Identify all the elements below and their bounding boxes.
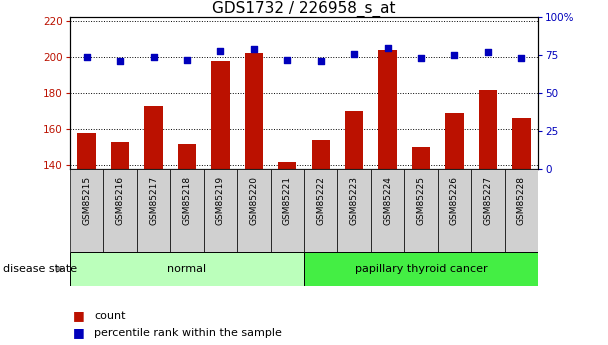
Bar <box>111 142 130 169</box>
Text: GSM85223: GSM85223 <box>350 176 359 225</box>
Bar <box>304 252 538 286</box>
Text: percentile rank within the sample: percentile rank within the sample <box>94 328 282 338</box>
Text: count: count <box>94 311 126 321</box>
Point <box>249 46 259 52</box>
Point <box>115 59 125 64</box>
Text: disease state: disease state <box>3 264 77 274</box>
Bar <box>137 169 170 252</box>
Bar <box>337 169 371 252</box>
Text: papillary thyroid cancer: papillary thyroid cancer <box>354 264 488 274</box>
Bar <box>244 53 263 169</box>
Bar <box>170 169 204 252</box>
Text: GSM85221: GSM85221 <box>283 176 292 225</box>
Bar <box>438 169 471 252</box>
Text: GSM85228: GSM85228 <box>517 176 526 225</box>
Bar <box>445 113 464 169</box>
Bar <box>371 169 404 252</box>
Bar <box>471 169 505 252</box>
Bar <box>77 133 96 169</box>
Text: GSM85224: GSM85224 <box>383 176 392 225</box>
Point <box>383 45 393 50</box>
Bar <box>505 169 538 252</box>
Bar <box>478 90 497 169</box>
Text: GSM85215: GSM85215 <box>82 176 91 225</box>
Point <box>449 52 460 58</box>
Point <box>215 48 225 53</box>
Bar <box>378 50 397 169</box>
Point <box>483 49 493 55</box>
Bar <box>271 169 304 252</box>
Bar <box>404 169 438 252</box>
Bar <box>103 169 137 252</box>
Text: GSM85219: GSM85219 <box>216 176 225 225</box>
Text: GSM85218: GSM85218 <box>182 176 192 225</box>
Text: GSM85222: GSM85222 <box>316 176 325 225</box>
Bar <box>178 144 196 169</box>
Bar <box>70 169 103 252</box>
Bar <box>237 169 271 252</box>
Text: GSM85225: GSM85225 <box>416 176 426 225</box>
Bar <box>311 140 330 169</box>
Title: GDS1732 / 226958_s_at: GDS1732 / 226958_s_at <box>212 1 396 17</box>
Bar <box>211 61 230 169</box>
Text: GSM85216: GSM85216 <box>116 176 125 225</box>
Bar <box>412 147 430 169</box>
Bar <box>144 106 163 169</box>
Point <box>81 54 91 59</box>
Bar <box>70 252 304 286</box>
Point <box>416 56 426 61</box>
Point <box>282 57 292 62</box>
Point <box>349 51 359 57</box>
Text: ■: ■ <box>73 309 85 322</box>
Point <box>517 56 527 61</box>
Text: GSM85217: GSM85217 <box>149 176 158 225</box>
Text: GSM85227: GSM85227 <box>483 176 492 225</box>
Text: GSM85220: GSM85220 <box>249 176 258 225</box>
Point <box>148 54 158 59</box>
Text: normal: normal <box>167 264 207 274</box>
Bar <box>345 111 364 169</box>
Bar <box>204 169 237 252</box>
Text: ■: ■ <box>73 326 85 339</box>
Point <box>182 57 192 62</box>
Bar <box>512 118 531 169</box>
Text: GSM85226: GSM85226 <box>450 176 459 225</box>
Point <box>316 59 326 64</box>
Bar <box>278 162 297 169</box>
Bar <box>304 169 337 252</box>
